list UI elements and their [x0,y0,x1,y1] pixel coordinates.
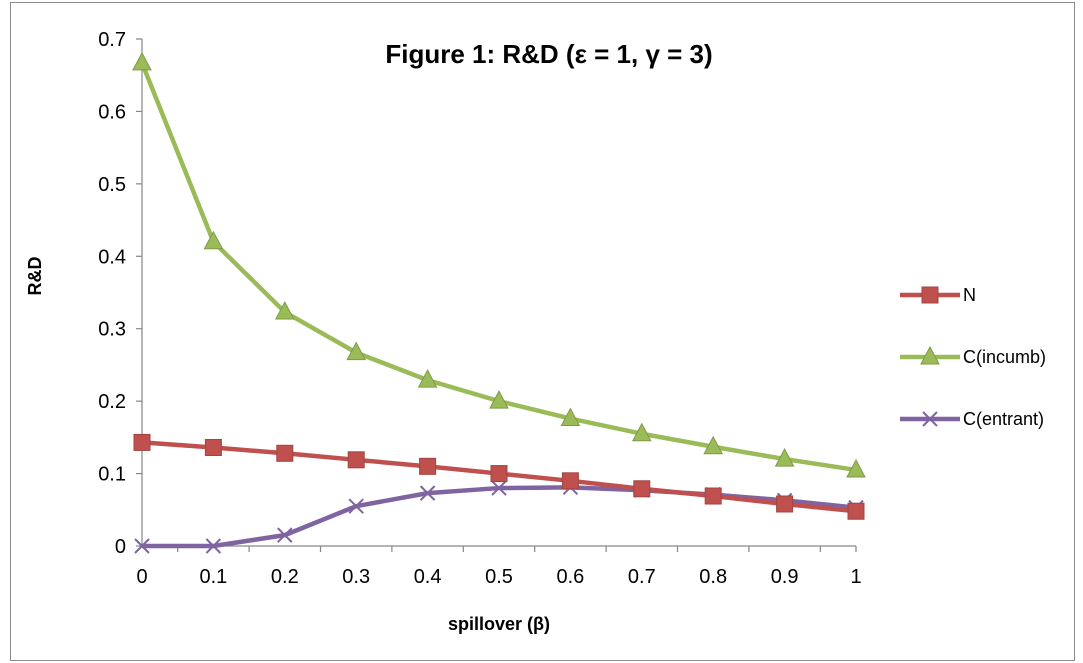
y-tick-label: 0.6 [98,101,126,123]
y-tick-label: 0.5 [98,174,126,196]
series-line-c-incumb [139,62,857,473]
x-tick-label: 0.3 [342,566,370,588]
data-point-c-entrant [491,480,507,496]
chart-canvas: Figure 1: R&D (ε = 1, γ = 3) R&D spillov… [25,29,1046,634]
x-tick-label: 0.2 [271,566,299,588]
y-tick-label: 0 [115,536,126,558]
x-tick-label: 0.5 [485,566,513,588]
data-point-n [776,495,794,513]
legend-label: C(incumb) [963,347,1046,367]
y-tick-label: 0.4 [98,246,126,268]
x-tick-label: 0.4 [414,566,442,588]
data-point-c-entrant [134,538,150,554]
data-point-c-incumb [132,51,152,71]
y-tick-label: 0.1 [98,464,126,486]
data-point-n [704,487,722,505]
data-point-c-entrant [205,538,222,554]
legend-item-n: N [900,285,976,305]
data-point-n [419,457,437,475]
plot-series [132,51,866,554]
x-tick-label: 0.1 [199,566,227,588]
marker-stroke [205,538,222,554]
legend-label: N [963,285,976,305]
data-point-c-entrant [277,527,293,543]
marker-stroke [134,538,150,554]
data-point-n [204,438,222,456]
data-point-c-incumb [417,369,438,388]
y-tick-label: 0.7 [98,29,126,51]
data-point-c-incumb [560,407,581,427]
data-point-c-entrant [348,498,364,514]
data-point-c-incumb [774,448,795,467]
chart-title: Figure 1: R&D (ε = 1, γ = 3) [385,39,712,69]
legend-marker [921,286,939,304]
x-tick-label: 0.8 [699,566,727,588]
x-tick-label: 0 [136,566,147,588]
data-point-c-incumb [846,458,866,478]
x-axis-title: spillover (β) [448,614,550,634]
marker-stroke [277,527,293,543]
data-point-n [347,451,365,469]
series-line-c-entrant [142,485,857,549]
legend: N C(incumb) C(entrant) [900,285,1046,429]
chart-frame: Figure 1: R&D (ε = 1, γ = 3) R&D spillov… [10,2,1075,661]
legend-marker [922,411,938,427]
y-tick-label: 0.2 [98,391,126,413]
data-point-n [276,444,294,462]
marker-stroke [922,411,938,427]
axes: 0 0.1 0.2 0.3 0.4 0.5 0.6 0.7 0 0.1 0.2 0.3 0.4 0.5 0.… [98,29,861,588]
data-point-c-incumb [346,341,367,361]
data-point-n [490,465,508,483]
data-point-c-incumb [489,390,509,409]
marker-stroke [491,480,507,496]
x-tick-label: 0.9 [771,566,799,588]
series-n [133,433,865,520]
y-tick-label: 0.3 [98,319,126,341]
data-point-c-incumb [203,230,224,250]
data-point-c-entrant [419,485,436,501]
x-tick-label: 0.6 [556,566,584,588]
legend-item-c-entrant: C(entrant) [900,409,1044,429]
series-c-entrant [134,479,864,554]
legend-marker [920,345,940,365]
data-point-c-incumb [703,435,724,455]
data-point-n [561,472,579,490]
data-point-c-incumb [274,300,295,320]
marker-stroke [419,485,436,501]
legend-item-c-incumb: C(incumb) [900,345,1046,367]
data-point-n [633,480,651,498]
marker-stroke [348,498,364,514]
data-point-n [847,502,865,520]
x-tick-label: 1 [850,566,861,588]
x-tick-label: 0.7 [628,566,656,588]
data-point-c-incumb [631,422,652,442]
y-axis-title: R&D [25,257,45,296]
series-c-incumb [132,51,866,478]
data-point-n [133,433,151,451]
legend-label: C(entrant) [963,409,1044,429]
